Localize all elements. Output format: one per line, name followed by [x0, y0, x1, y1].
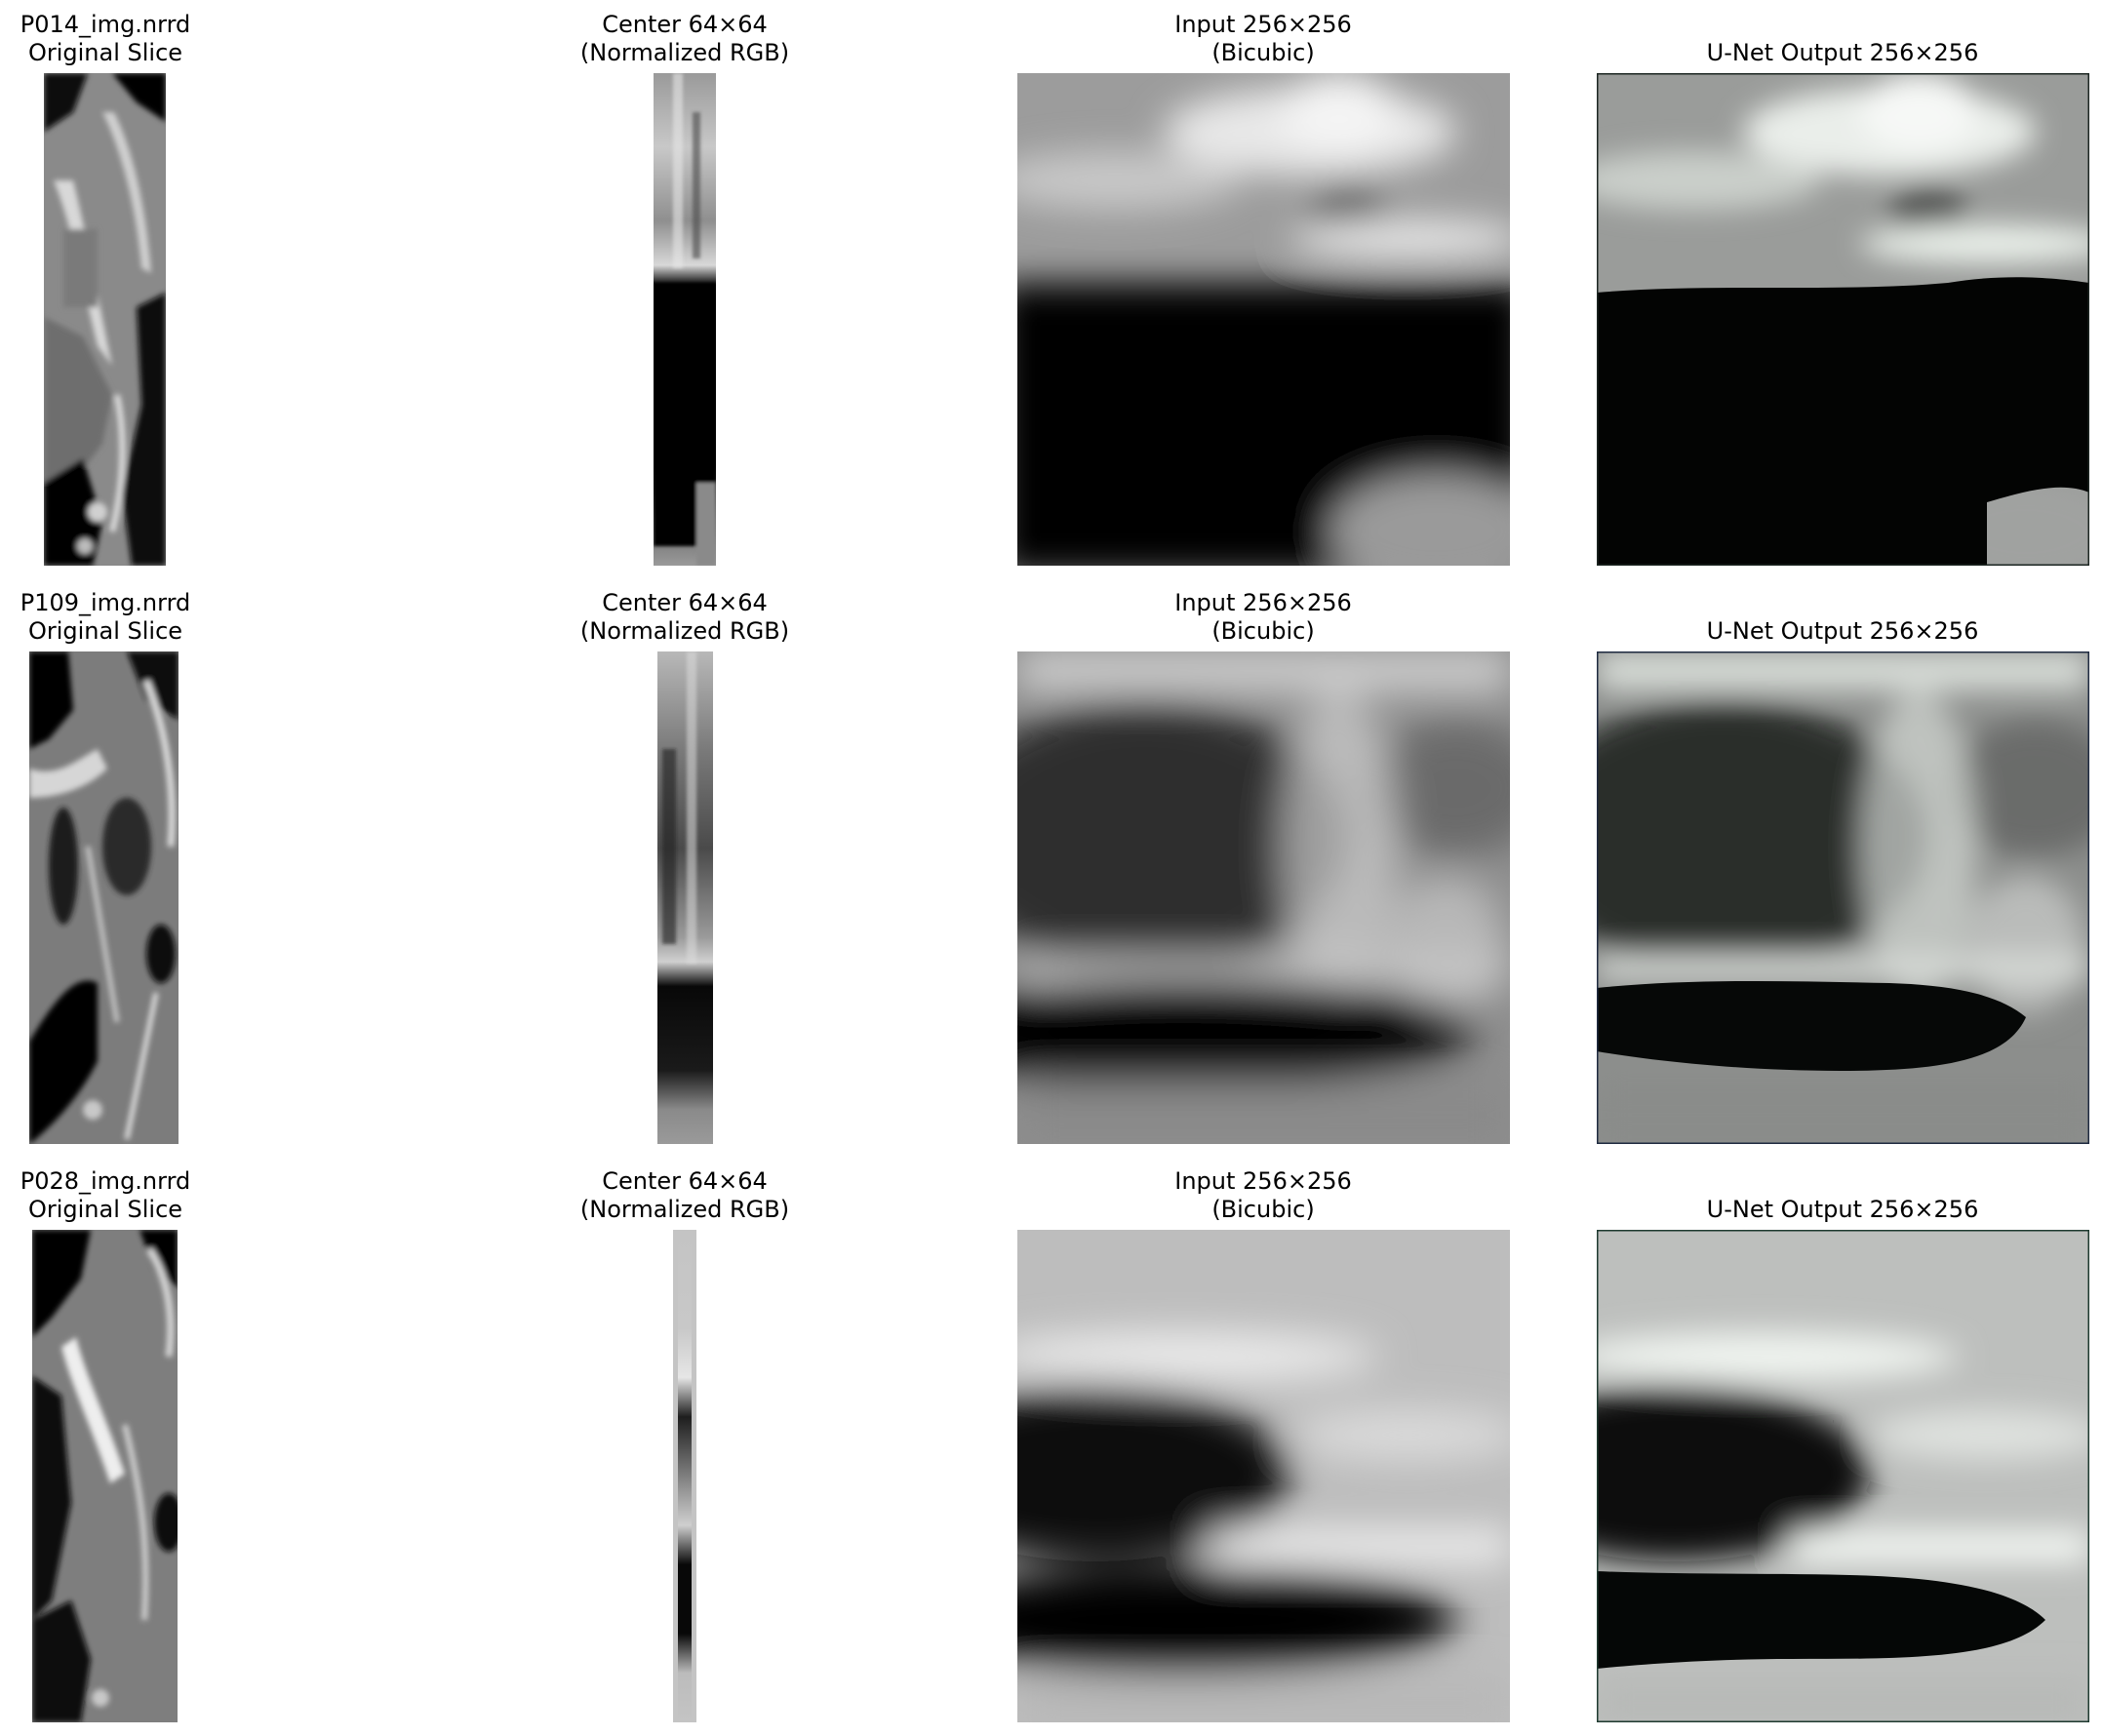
title-line-2: Original Slice: [27, 617, 183, 645]
unet-output-image: [1597, 651, 2089, 1144]
title-line-1: Input 256×256: [1174, 11, 1352, 38]
title-line-2: (Normalized RGB): [579, 1196, 790, 1223]
title-line-1: Center 64×64: [602, 589, 768, 616]
panel-title-r2-output: U-Net Output 256×256: [1647, 617, 2038, 646]
panel-title-r3-output: U-Net Output 256×256: [1647, 1196, 2038, 1224]
panel-title-r2-center: Center 64×64 (Normalized RGB): [490, 589, 880, 646]
ct-original-slice-image: [32, 1230, 178, 1722]
title-line-2: (Bicubic): [1211, 39, 1315, 66]
panel-title-r1-output: U-Net Output 256×256: [1647, 39, 2038, 67]
title-line-1: Center 64×64: [602, 11, 768, 38]
panel-title-r1-original: P014_img.nrrd Original Slice: [0, 11, 300, 67]
center-crop-image: [654, 73, 716, 566]
title-line-1: Center 64×64: [602, 1167, 768, 1195]
title-line-2: Original Slice: [27, 39, 183, 66]
panel-title-r1-input: Input 256×256 (Bicubic): [1068, 11, 1458, 67]
ct-original-slice-image: [29, 651, 179, 1144]
title-line-2: (Normalized RGB): [579, 39, 790, 66]
title-line-2: (Bicubic): [1211, 617, 1315, 645]
ct-original-slice-image: [44, 73, 166, 566]
title-line-2: (Normalized RGB): [579, 617, 790, 645]
panel-title-r3-center: Center 64×64 (Normalized RGB): [490, 1167, 880, 1224]
title-line-1: P028_img.nrrd: [20, 1167, 191, 1195]
center-crop-image: [657, 651, 713, 1144]
bicubic-input-image: [1017, 651, 1510, 1144]
title-line-1: Input 256×256: [1174, 1167, 1352, 1195]
unet-output-image: [1597, 1230, 2089, 1722]
unet-output-image: [1597, 73, 2089, 566]
bicubic-input-image: [1017, 1230, 1510, 1722]
panel-title-r3-original: P028_img.nrrd Original Slice: [0, 1167, 300, 1224]
bicubic-input-image: [1017, 73, 1510, 566]
title-line-1: Input 256×256: [1174, 589, 1352, 616]
title-line-1: U-Net Output 256×256: [1706, 617, 1979, 645]
title-line-1: U-Net Output 256×256: [1706, 1196, 1979, 1223]
title-line-1: P109_img.nrrd: [20, 589, 191, 616]
panel-title-r2-input: Input 256×256 (Bicubic): [1068, 589, 1458, 646]
center-crop-image: [673, 1230, 696, 1722]
title-line-2: (Bicubic): [1211, 1196, 1315, 1223]
title-line-1: U-Net Output 256×256: [1706, 39, 1979, 66]
panel-title-r1-center: Center 64×64 (Normalized RGB): [490, 11, 880, 67]
panel-title-r3-input: Input 256×256 (Bicubic): [1068, 1167, 1458, 1224]
panel-title-r2-original: P109_img.nrrd Original Slice: [0, 589, 300, 646]
title-line-2: Original Slice: [27, 1196, 183, 1223]
title-line-1: P014_img.nrrd: [20, 11, 191, 38]
